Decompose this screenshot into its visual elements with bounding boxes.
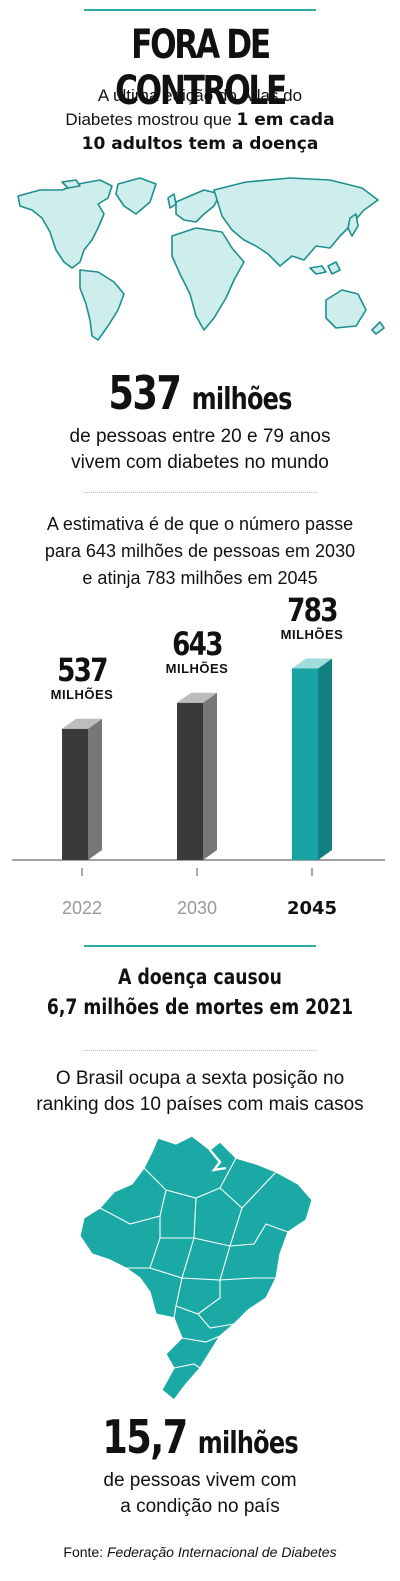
intro-line-1: A última edição do Atlas do: [97, 86, 303, 105]
state-border-10: [219, 1277, 276, 1281]
bar-unit-2022: MILHÕES: [50, 686, 114, 702]
bar-2022: [62, 718, 102, 860]
source-note: Fonte: Federação Internacional de Diabet…: [0, 1544, 400, 1560]
deaths-line-1: A doença causou: [118, 965, 282, 989]
state-border-14: [181, 1335, 221, 1343]
state-border-4: [159, 1197, 197, 1239]
mid-rule: [84, 945, 316, 947]
uk-shape: [167, 193, 177, 209]
x-label-2022: 2022: [61, 898, 103, 918]
intro-line-2-plain: Diabetes mostrou que: [65, 110, 237, 129]
estimate-line-1: A estimativa é de que o número passe: [46, 514, 354, 534]
south-america-shape: [79, 269, 125, 341]
state-border-6: [229, 1223, 289, 1247]
world-stat-line-2: vivem com diabetes no mundo: [71, 452, 329, 473]
brazil-rank-line-1: O Brasil ocupa a sexta posição no: [55, 1068, 345, 1089]
north-america-shape: [17, 179, 113, 269]
brazil-map-illustration: [79, 1135, 313, 1401]
deaths-line-2: 6,7 milhões de mortes em 2021: [46, 995, 354, 1019]
world-stat-description: de pessoas entre 20 e 79 anos vivem com …: [0, 424, 400, 476]
world-stat-unit: milhões: [191, 382, 293, 417]
estimate-line-3: e atinja 783 milhões em 2045: [82, 568, 318, 588]
world-stat-value: 537: [108, 366, 182, 420]
bar-front-2045: [292, 668, 318, 860]
bar-unit-2045: MILHÕES: [280, 626, 344, 642]
bar-value-label-2045: 783 MILHÕES: [267, 593, 357, 642]
bar-unit-2030: MILHÕES: [165, 660, 229, 676]
divider-dotted: [84, 492, 316, 493]
bar-value-label-2022: 537 MILHÕES: [37, 653, 127, 702]
bar-top-2022: [62, 718, 102, 729]
x-label-2030: 2030: [176, 898, 218, 918]
australia-shape: [325, 289, 367, 329]
new-zealand-shape: [371, 321, 385, 335]
page-title: FORA DE CONTROLE: [115, 22, 287, 114]
state-border-15: [173, 1363, 201, 1369]
bar-front-2022: [62, 728, 88, 860]
brazil-rank-text: O Brasil ocupa a sexta posição no rankin…: [0, 1066, 400, 1118]
bar-2030: [177, 692, 217, 860]
divider-dotted-2: [84, 1050, 316, 1051]
bar-value-2030: 643: [172, 624, 223, 663]
bar-top-2045: [292, 658, 332, 669]
indonesia-shape: [309, 265, 327, 275]
bar-side-2030: [203, 692, 217, 860]
brazil-stat-line-1: de pessoas vivem com: [103, 1470, 297, 1491]
world-stat-number: 537 milhões: [40, 366, 360, 420]
state-border-13: [173, 1305, 177, 1319]
brazil-stat-description: de pessoas vivem com a condição no país: [0, 1468, 400, 1520]
bar-value-label-2030: 643 MILHÕES: [152, 627, 242, 676]
brazil-stat-value: 15,7: [102, 1410, 188, 1464]
bar-2045: [292, 658, 332, 860]
brazil-stat-line-2: a condição no país: [120, 1496, 280, 1517]
bar-top-2030: [177, 692, 217, 703]
intro-text: A última edição do Atlas do Diabetes mos…: [0, 84, 400, 156]
brazil-rank-line-2: ranking dos 10 países com mais casos: [36, 1094, 364, 1115]
greenland-shape: [115, 177, 157, 215]
state-border-12: [197, 1313, 235, 1329]
x-label-2045: 2045: [286, 898, 338, 919]
bar-value-2045: 783: [287, 590, 338, 629]
source-label: Fonte:: [63, 1544, 107, 1560]
brazil-stat-unit: milhões: [197, 1426, 299, 1461]
bar-front-2030: [177, 702, 203, 860]
asia-shape: [213, 177, 379, 267]
arctic-island-shape: [61, 179, 81, 189]
brazil-outline: [79, 1135, 313, 1401]
brazil-stat-number: 15,7 milhões: [40, 1410, 360, 1464]
deaths-text: A doença causou 6,7 milhões de mortes em…: [36, 962, 364, 1022]
bar-chart: [12, 658, 385, 876]
africa-shape: [171, 227, 245, 331]
japan-shape: [347, 213, 359, 237]
intro-line-2-bold: 1 em cada: [236, 110, 335, 130]
world-map-illustration: [17, 177, 385, 341]
state-border-2: [165, 1157, 237, 1199]
estimate-line-2: para 643 milhões de pessoas em 2030: [44, 541, 356, 561]
source-name: Federação Internacional de Diabetes: [107, 1544, 337, 1560]
bar-side-2022: [88, 718, 102, 860]
intro-line-3: 10 adultos tem a doença: [81, 134, 319, 154]
europe-shape: [175, 189, 221, 223]
borneo-shape: [327, 261, 341, 275]
amazon-river-gap: [209, 1149, 227, 1172]
intro-line-2: Diabetes mostrou que 1 em cada: [0, 108, 400, 132]
bar-value-2022: 537: [57, 650, 108, 689]
bar-side-2045: [318, 658, 332, 860]
estimate-text: A estimativa é de que o número passe par…: [0, 511, 400, 592]
world-stat-line-1: de pessoas entre 20 e 79 anos: [69, 426, 331, 447]
top-rule: [84, 9, 316, 11]
